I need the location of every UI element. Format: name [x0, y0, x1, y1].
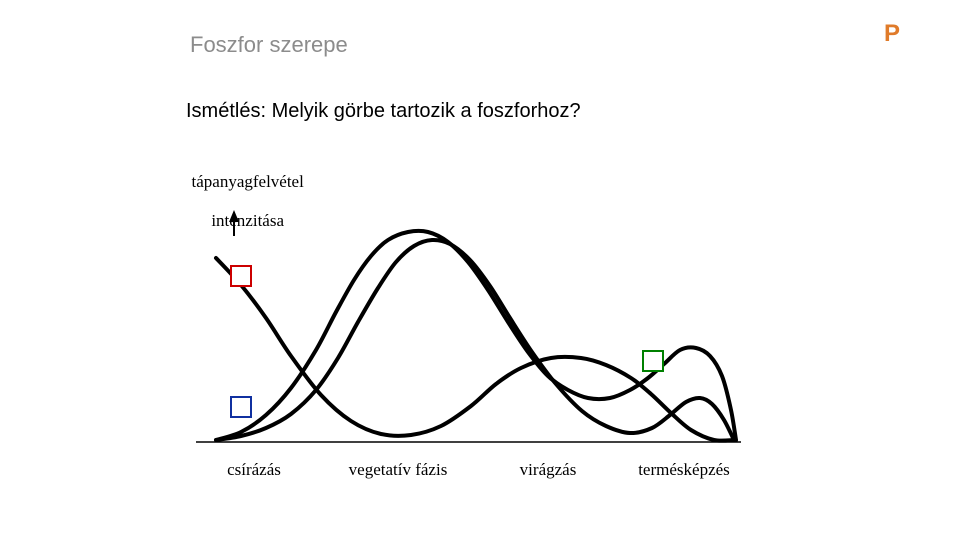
- marker-green: [642, 350, 664, 372]
- marker-blue: [230, 396, 252, 418]
- x-label-1: vegetatív fázis: [349, 460, 448, 480]
- page-subtitle: Ismétlés: Melyik görbe tartozik a foszfo…: [186, 100, 581, 123]
- chart-svg: [186, 200, 746, 460]
- marker-red: [230, 265, 252, 287]
- corner-label: P: [884, 20, 900, 48]
- chart-area: [186, 200, 746, 460]
- page-title: Foszfor szerepe: [190, 32, 348, 58]
- x-label-3: termésképzés: [638, 460, 730, 480]
- y-axis-label-line1: tápanyagfelvétel: [192, 172, 304, 191]
- curve-b: [216, 231, 736, 440]
- x-label-0: csírázás: [227, 460, 281, 480]
- y-axis-arrow-head: [229, 210, 239, 222]
- x-label-2: virágzás: [520, 460, 577, 480]
